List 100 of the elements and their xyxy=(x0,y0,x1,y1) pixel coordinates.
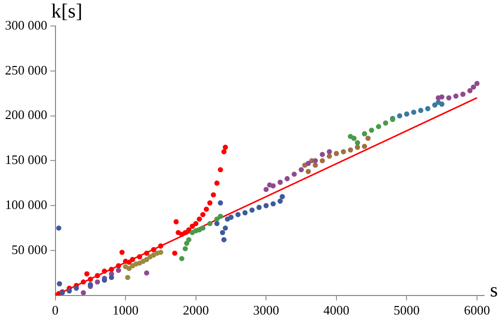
point xyxy=(368,128,374,133)
point xyxy=(119,250,125,255)
point xyxy=(365,136,371,141)
point xyxy=(218,200,224,206)
point xyxy=(80,279,86,285)
point xyxy=(126,260,132,265)
y-axis-title: k[s] xyxy=(51,0,82,22)
y-tick-label: 150 000 xyxy=(5,152,48,168)
point xyxy=(84,271,90,276)
point xyxy=(362,144,368,149)
point xyxy=(126,266,132,272)
point xyxy=(196,216,202,222)
point xyxy=(425,106,430,112)
point xyxy=(376,124,382,130)
point xyxy=(284,176,290,182)
point xyxy=(242,210,248,216)
point xyxy=(354,140,360,146)
y-tick-label: 200 000 xyxy=(5,107,48,122)
point xyxy=(214,180,220,186)
point xyxy=(362,131,368,136)
point xyxy=(174,219,179,224)
point xyxy=(179,256,184,262)
point xyxy=(306,160,311,166)
x-tick-label: 3000 xyxy=(253,302,280,318)
point xyxy=(222,225,228,231)
point xyxy=(220,230,226,236)
point xyxy=(298,167,304,172)
point xyxy=(439,94,444,100)
point xyxy=(278,180,283,185)
point xyxy=(235,212,241,218)
point xyxy=(256,204,262,210)
y-tick-label: 100 000 xyxy=(5,197,48,212)
point xyxy=(292,172,297,177)
point xyxy=(74,286,79,291)
point xyxy=(270,201,276,206)
point xyxy=(116,263,122,268)
point xyxy=(312,158,318,164)
point xyxy=(172,250,178,256)
point xyxy=(200,225,206,231)
point xyxy=(144,250,150,256)
point xyxy=(446,95,452,100)
point xyxy=(222,144,228,150)
point xyxy=(158,250,164,255)
point xyxy=(204,206,209,212)
point xyxy=(460,92,466,97)
point xyxy=(108,266,114,272)
point xyxy=(207,200,212,206)
x-tick-label: 6000 xyxy=(464,302,490,318)
point xyxy=(312,162,318,168)
point xyxy=(218,214,224,219)
point xyxy=(474,80,480,86)
point xyxy=(88,276,93,282)
point xyxy=(453,93,458,99)
point xyxy=(94,279,100,285)
point xyxy=(207,220,212,226)
point xyxy=(432,102,438,108)
x-axis-title: s xyxy=(490,280,498,302)
point xyxy=(218,167,224,172)
point xyxy=(411,110,416,115)
point xyxy=(182,230,188,236)
point xyxy=(186,237,192,242)
point xyxy=(280,194,285,200)
point xyxy=(102,268,108,274)
point xyxy=(418,108,424,114)
point xyxy=(264,203,269,208)
point xyxy=(56,225,62,231)
point xyxy=(397,113,402,118)
point xyxy=(80,290,86,296)
point xyxy=(125,274,130,280)
x-tick-label: 5000 xyxy=(394,302,420,318)
point xyxy=(470,84,476,90)
point xyxy=(130,256,136,262)
x-tick-label: 4000 xyxy=(323,302,350,318)
x-tick-label: 2000 xyxy=(182,302,209,318)
x-tick-label: 0 xyxy=(52,302,58,318)
point xyxy=(136,254,142,260)
point xyxy=(334,150,339,156)
point xyxy=(186,227,192,232)
point xyxy=(320,158,325,164)
point xyxy=(108,274,114,280)
point xyxy=(351,136,357,141)
point xyxy=(116,268,122,273)
point xyxy=(144,270,150,276)
y-tick-label: 300 000 xyxy=(5,17,48,32)
point xyxy=(439,102,444,107)
point xyxy=(278,198,283,204)
point xyxy=(214,220,220,226)
point xyxy=(467,88,473,94)
point xyxy=(228,214,234,220)
point xyxy=(348,147,354,153)
point xyxy=(144,256,150,262)
point xyxy=(158,243,164,249)
point xyxy=(94,273,100,278)
point xyxy=(340,149,346,154)
x-tick-label: 1000 xyxy=(112,302,139,318)
point xyxy=(221,237,227,242)
point xyxy=(190,224,195,229)
point xyxy=(306,168,311,174)
point xyxy=(182,246,188,252)
y-tick-label: 250 000 xyxy=(5,62,48,78)
